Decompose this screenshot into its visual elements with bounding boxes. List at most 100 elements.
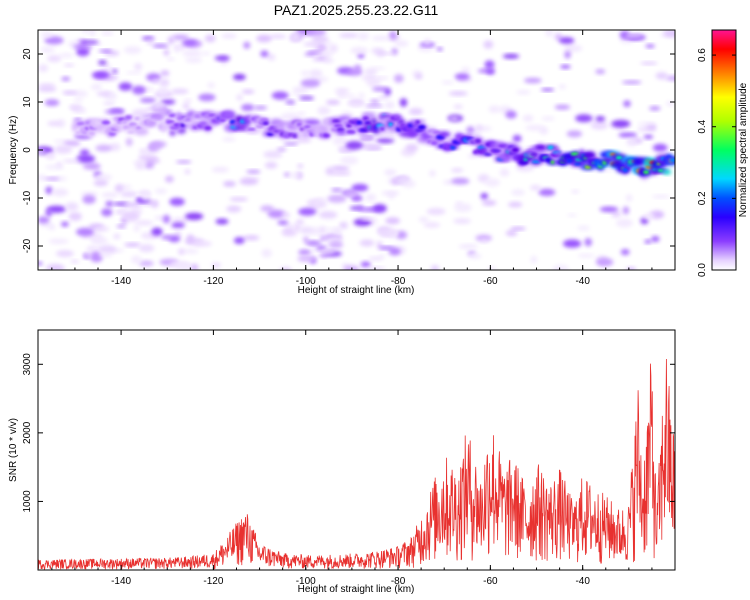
ridge-blob-core	[304, 125, 312, 130]
ridge-blob-core	[475, 139, 481, 143]
noise-blob	[303, 42, 320, 47]
noise-blob	[347, 102, 364, 107]
noise-blob	[401, 179, 416, 188]
ridge-blob-core	[96, 119, 104, 123]
noise-blob	[454, 73, 470, 80]
noise-blob	[346, 68, 363, 76]
noise-blob	[94, 226, 110, 232]
noise-blob	[399, 98, 408, 107]
ridge-blob-outer	[389, 126, 397, 132]
noise-blob	[215, 218, 229, 225]
noise-blob	[260, 205, 274, 212]
ridge-blob-core	[88, 131, 95, 136]
noise-blob	[351, 183, 369, 192]
noise-blob	[38, 64, 49, 72]
noise-blob	[283, 142, 299, 146]
ridge-blob-core	[134, 117, 140, 120]
colorbar-tick-label: 0.6	[697, 48, 708, 62]
noise-blob	[182, 50, 203, 57]
noise-blob	[132, 85, 146, 95]
noise-blob	[73, 118, 83, 122]
ridge-blob-core	[584, 165, 592, 169]
noise-blob	[371, 35, 391, 41]
ridge-blob-core	[75, 131, 83, 135]
noise-blob	[285, 100, 296, 104]
noise-blob	[79, 149, 90, 157]
noise-blob	[368, 256, 384, 261]
noise-blob	[171, 217, 188, 224]
noise-blob	[45, 152, 56, 160]
ridge-blob-core	[101, 120, 111, 125]
noise-blob	[408, 108, 423, 116]
noise-blob	[80, 40, 99, 44]
noise-blob	[38, 216, 50, 224]
noise-blob	[510, 227, 526, 231]
spectrogram-y-label: Frequency (Hz)	[8, 116, 19, 185]
noise-blob	[484, 178, 500, 187]
noise-blob	[625, 194, 633, 202]
noise-blob	[139, 148, 147, 154]
noise-blob	[475, 124, 483, 132]
noise-blob	[116, 224, 127, 228]
noise-blob	[391, 178, 399, 185]
noise-blob	[554, 104, 571, 110]
noise-blob	[524, 77, 542, 84]
noise-blob	[618, 132, 638, 138]
ridge-blob-core	[536, 145, 545, 150]
noise-blob	[295, 218, 305, 226]
ridge-blob-outer	[392, 113, 402, 121]
noise-blob	[522, 114, 534, 122]
x-tick-label: -80	[391, 276, 406, 287]
noise-blob	[366, 78, 382, 87]
noise-blob	[169, 197, 185, 206]
noise-blob	[560, 64, 571, 69]
noise-blob	[38, 86, 57, 92]
noise-blob	[80, 191, 99, 197]
noise-blob	[575, 114, 593, 123]
noise-blob	[173, 43, 181, 53]
noise-blob	[623, 100, 631, 108]
noise-blob	[649, 106, 661, 111]
noise-blob	[318, 44, 325, 52]
noise-blob	[133, 224, 141, 232]
noise-blob	[339, 33, 359, 38]
noise-blob	[184, 169, 191, 175]
colorbar: 0.0 0.2 0.4 0.6 Normalized spectral amplitu…	[697, 29, 749, 277]
noise-blob	[328, 44, 338, 53]
noise-blob	[584, 238, 592, 247]
noise-blob	[223, 181, 236, 187]
noise-blob	[45, 263, 65, 270]
x-tick-label: -120	[203, 276, 223, 287]
noise-blob	[77, 108, 87, 113]
noise-blob	[193, 240, 212, 247]
spectrogram-background-noise	[38, 30, 675, 270]
x-tick-label: -100	[296, 276, 316, 287]
noise-blob	[175, 160, 192, 164]
noise-blob	[320, 249, 336, 255]
noise-blob	[443, 179, 454, 185]
noise-blob	[241, 104, 255, 112]
noise-blob	[637, 126, 657, 132]
ridge-blob-core	[484, 153, 493, 156]
noise-blob	[360, 135, 372, 141]
noise-blob	[98, 63, 112, 72]
noise-blob	[505, 230, 518, 237]
ridge-blob-core	[432, 130, 441, 134]
figure-title: PAZ1.2025.255.23.22.G11	[274, 2, 439, 18]
noise-blob	[577, 253, 595, 258]
noise-blob	[267, 53, 276, 61]
noise-blob	[165, 175, 174, 183]
noise-blob	[307, 30, 327, 37]
noise-blob	[256, 34, 272, 43]
noise-blob	[88, 30, 96, 37]
noise-blob	[214, 55, 230, 61]
noise-blob	[333, 227, 342, 235]
y-tick-label: 10	[22, 96, 33, 108]
noise-blob	[277, 220, 289, 226]
noise-blob	[393, 74, 404, 83]
noise-blob	[47, 55, 62, 63]
y-tick-label: 20	[22, 48, 33, 60]
noise-blob	[378, 228, 398, 237]
noise-blob	[93, 179, 109, 187]
noise-blob	[41, 47, 48, 52]
